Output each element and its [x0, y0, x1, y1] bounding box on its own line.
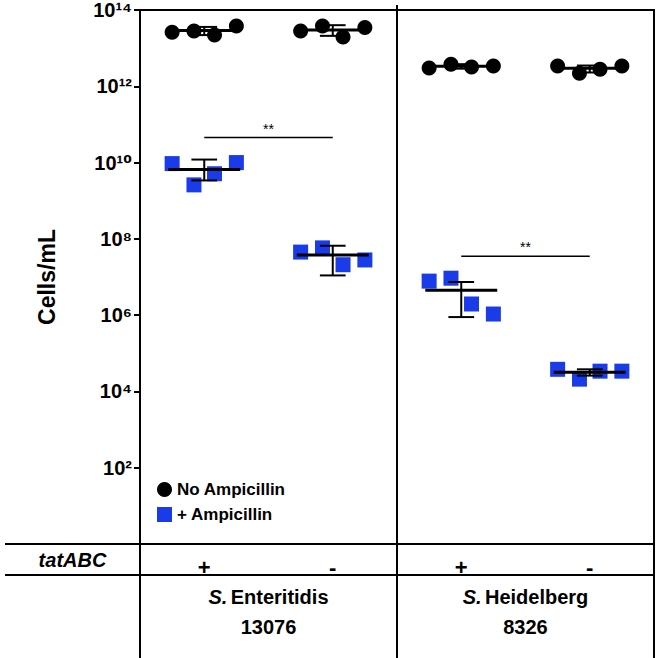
svg-text:10⁶: 10⁶: [101, 304, 132, 326]
svg-text:No Ampicillin: No Ampicillin: [177, 480, 285, 499]
svg-text:**: **: [520, 239, 531, 255]
svg-text:10⁸: 10⁸: [100, 228, 132, 250]
svg-text:-: -: [329, 555, 336, 580]
svg-text:S.: S.: [463, 586, 482, 608]
svg-text:Enteritidis: Enteritidis: [231, 586, 329, 608]
svg-text:**: **: [263, 121, 274, 137]
svg-text:10²: 10²: [103, 457, 132, 479]
svg-text:-: -: [586, 555, 593, 580]
svg-text:S.: S.: [208, 586, 227, 608]
svg-text:10⁴: 10⁴: [100, 380, 132, 402]
svg-text:10¹⁴: 10¹⁴: [93, 0, 132, 21]
svg-text:+ Ampicillin: + Ampicillin: [177, 505, 272, 524]
svg-text:8326: 8326: [503, 616, 548, 638]
svg-text:tatABC: tatABC: [39, 549, 107, 571]
svg-text:10¹⁰: 10¹⁰: [94, 152, 132, 174]
svg-text:+: +: [455, 555, 468, 580]
svg-text:+: +: [198, 555, 211, 580]
svg-text:Cells/mL: Cells/mL: [34, 229, 60, 325]
svg-text:10¹²: 10¹²: [96, 75, 132, 97]
svg-text:Heidelberg: Heidelberg: [485, 586, 588, 608]
svg-text:13076: 13076: [241, 616, 297, 638]
